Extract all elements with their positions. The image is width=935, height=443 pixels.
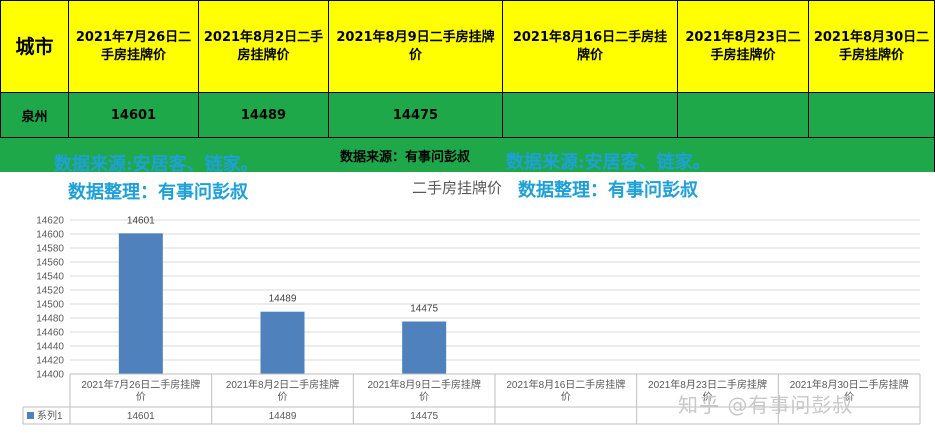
date-header-2: 2021年8月2日二手房挂牌价 [199,0,329,93]
x-tick-label: 2021年8月2日二手房挂牌价 [226,378,339,403]
data-label: 14489 [269,294,297,305]
price-cell-3: 14475 [329,93,503,138]
y-tick-label: 14460 [36,328,64,339]
price-cell-1: 14601 [69,93,199,138]
price-cell-5 [678,93,809,138]
x-tick-label: 2021年8月30日二手房挂牌价 [790,378,909,403]
y-tick-label: 14580 [36,244,64,255]
watermark-source-right: 数据来源:安居客、链家。 [506,152,711,173]
price-cell-6 [809,93,935,138]
bar [118,233,163,374]
data-label: 14475 [410,304,438,315]
legend-key [27,412,34,419]
y-tick-label: 14520 [36,286,64,297]
zhihu-watermark: 知乎 @有事问彭叔 [678,393,854,417]
x-tick-label: 2021年8月9日二手房挂牌价 [367,378,480,403]
date-header-4: 2021年8月16日二手房挂牌价 [503,0,678,93]
bar [402,321,447,374]
price-cell-2: 14489 [199,93,329,138]
table-value: 14601 [127,411,155,422]
source-note: 数据来源：有事问彭叔 [339,150,470,165]
y-tick-label: 14500 [36,300,64,311]
price-table: 城市 2021年7月26日二手房挂牌价 2021年8月2日二手房挂牌价 2021… [0,0,935,138]
bar-chart: 14400 14420 14440 14460 14480 14500 14520 14540… [22,215,921,425]
watermark-source-left: 数据来源:安居客、链家。 [54,154,259,175]
chart-title: 二手房挂牌价 [412,180,503,197]
date-header-5: 2021年8月23日二手房挂牌价 [678,0,809,93]
date-header-6: 2021年8月30日二手房挂牌价 [809,0,935,93]
date-header-1: 2021年7月26日二手房挂牌价 [69,0,199,93]
table-value: 14475 [410,411,438,422]
source-bar: 数据来源：有事问彭叔 [0,138,935,172]
watermark-organizer-right: 数据整理：有事问彭叔 [518,180,698,201]
date-header-3: 2021年8月9日二手房挂牌价 [329,0,503,93]
table-value: 14489 [269,411,297,422]
y-tick-label: 14420 [36,356,64,367]
city-cell: 泉州 [0,93,69,138]
bar [260,311,305,374]
y-tick-label: 14600 [36,230,64,241]
y-tick-label: 14620 [36,216,64,227]
series-name: 系列1 [37,409,63,422]
data-label: 14601 [127,215,155,226]
city-header: 城市 [0,0,69,93]
x-tick-label: 2021年7月26日二手房挂牌价 [81,378,200,403]
price-cell-4 [503,93,678,138]
x-tick-label: 2021年8月16日二手房挂牌价 [506,378,625,403]
y-tick-label: 14400 [36,370,64,381]
y-tick-label: 14560 [36,258,64,269]
y-tick-label: 14480 [36,314,64,325]
x-tick-label: 2021年8月23日二手房挂牌价 [648,378,767,403]
watermark-organizer-left: 数据整理：有事问彭叔 [68,182,248,203]
y-tick-label: 14440 [36,342,64,353]
y-tick-label: 14540 [36,272,64,283]
